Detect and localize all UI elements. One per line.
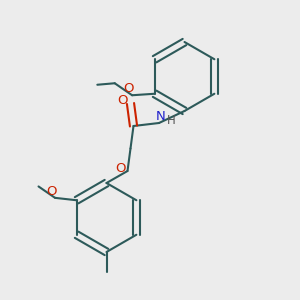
Text: N: N — [156, 110, 165, 123]
Text: O: O — [123, 82, 134, 95]
Text: H: H — [167, 113, 176, 127]
Text: O: O — [118, 94, 128, 107]
Text: O: O — [46, 185, 57, 198]
Text: O: O — [116, 162, 126, 175]
